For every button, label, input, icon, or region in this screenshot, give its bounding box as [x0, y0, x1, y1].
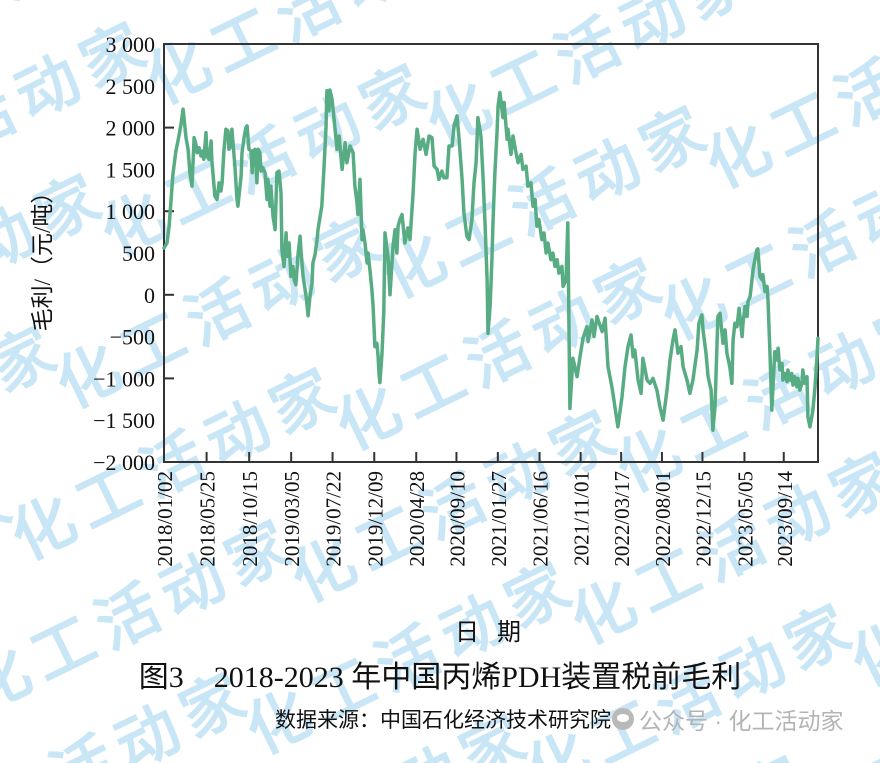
- x-tick-label: 2022/08/01: [651, 471, 675, 567]
- x-tick-label: 2021/06/16: [529, 471, 553, 567]
- y-tick-label: 0: [144, 283, 155, 308]
- y-tick-label: −2 000: [93, 450, 155, 475]
- x-tick-label: 2020/04/28: [405, 471, 429, 567]
- x-tick-label: 2022/12/15: [691, 471, 715, 567]
- wechat-watermark-text: 公众号 · 化工活动家: [639, 708, 844, 734]
- x-tick-label: 2019/03/05: [280, 471, 304, 567]
- y-tick-label: 500: [122, 241, 155, 266]
- x-tick-label: 2022/03/17: [610, 471, 634, 567]
- x-tick-label: 2019/07/22: [322, 471, 346, 567]
- x-tick-label: 2021/01/27: [487, 471, 511, 567]
- figure-caption: 图3 2018-2023 年中国丙烯PDH装置税前毛利: [138, 661, 742, 694]
- y-tick-label: 2 000: [106, 116, 156, 141]
- y-tick-label: −1 000: [93, 366, 155, 391]
- plot-border: [163, 43, 819, 463]
- x-tick-label: 2023/09/14: [773, 471, 797, 567]
- x-tick-label: 2018/10/15: [238, 471, 262, 567]
- y-tick-label: −500: [110, 325, 155, 350]
- y-axis-title: 毛利/（元/吨）: [30, 180, 55, 332]
- y-tick-label: 1 000: [106, 199, 156, 224]
- x-tick-label: 2023/05/05: [733, 471, 757, 567]
- y-tick-label: 1 500: [106, 157, 156, 182]
- x-tick-label: 2020/09/10: [445, 471, 469, 567]
- profit-line: [162, 88, 820, 432]
- wechat-watermark: 公众号 · 化工活动家: [612, 702, 843, 736]
- x-tick-label: 2019/12/09: [363, 471, 387, 567]
- x-tick-label: 2021/11/01: [570, 471, 594, 566]
- x-tick-label: 2018/01/02: [153, 471, 177, 567]
- y-tick-label: −1 500: [93, 408, 155, 433]
- x-axis-title: 日 期: [455, 620, 527, 646]
- y-tick-label: 3 000: [106, 32, 156, 57]
- data-source-note: 数据来源：中国石化经济技术研究院: [275, 708, 611, 732]
- wechat-logo-icon: [612, 708, 634, 730]
- y-tick-label: 2 500: [106, 74, 156, 99]
- x-tick-label: 2018/05/25: [196, 471, 220, 567]
